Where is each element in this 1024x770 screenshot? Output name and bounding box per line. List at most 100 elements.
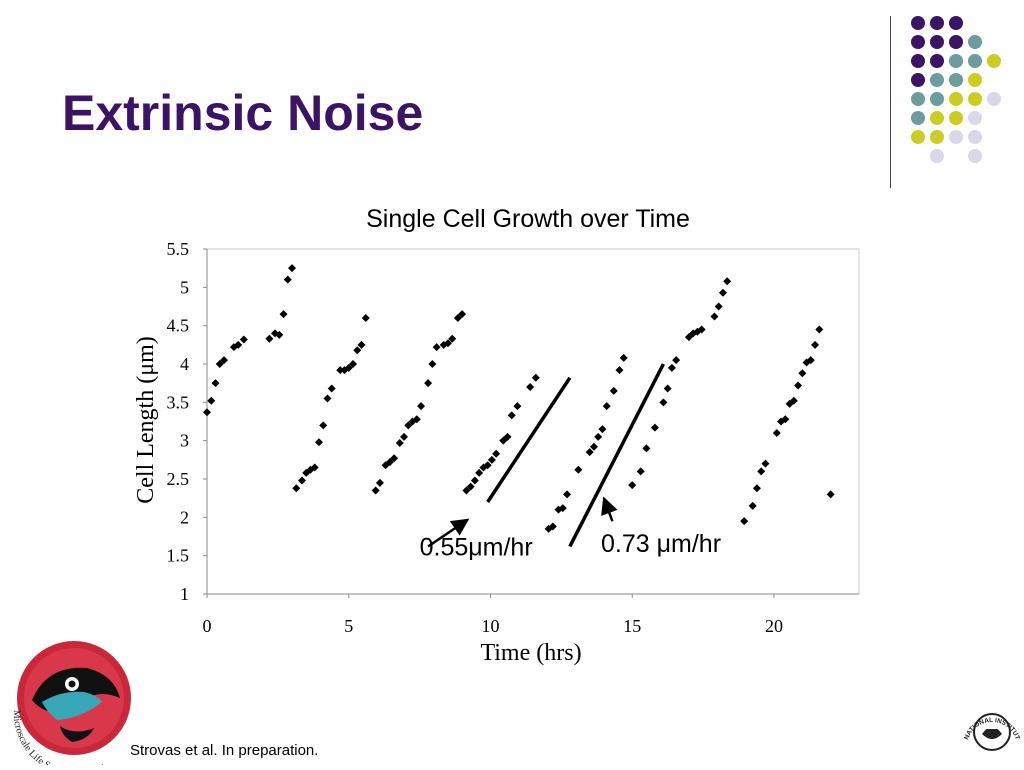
data-point <box>344 363 353 372</box>
divider-line <box>890 16 891 188</box>
data-point <box>207 396 216 405</box>
data-point <box>672 356 681 365</box>
data-point <box>642 444 651 453</box>
decorative-dot <box>949 35 963 49</box>
fit-line <box>486 376 572 503</box>
decorative-dot <box>911 73 925 87</box>
data-point <box>503 432 512 441</box>
data-point <box>395 438 404 447</box>
citation: Strovas et al. In preparation. <box>130 742 319 759</box>
decorative-dot <box>930 130 944 144</box>
data-point <box>327 384 336 393</box>
data-point <box>718 288 727 297</box>
data-point <box>757 467 766 476</box>
decorative-dot-grid <box>911 16 1001 163</box>
decorative-dot <box>987 54 1001 68</box>
annotation-label: 0.73 μm/hr <box>601 530 721 558</box>
data-point <box>663 384 672 393</box>
data-point <box>667 363 676 372</box>
data-point <box>740 517 749 526</box>
data-point <box>636 467 645 476</box>
data-point <box>602 402 611 411</box>
decorative-dot <box>968 54 982 68</box>
y-tick-label: 3.5 <box>167 392 190 412</box>
data-point <box>462 486 471 495</box>
data-point <box>323 394 332 403</box>
y-tick-label: 4 <box>180 354 189 374</box>
y-tick-label: 5 <box>180 277 189 297</box>
x-tick-label: 20 <box>765 616 783 636</box>
data-point <box>761 459 770 468</box>
y-tick-label: 5.5 <box>167 239 190 259</box>
y-tick-label: 2.5 <box>167 469 190 489</box>
data-point <box>492 449 501 458</box>
data-point <box>371 486 380 495</box>
data-point <box>466 482 475 491</box>
data-point <box>589 442 598 451</box>
data-point <box>375 478 384 487</box>
data-point <box>357 340 366 349</box>
data-point <box>548 522 557 531</box>
data-point <box>428 360 437 368</box>
data-point <box>432 343 441 352</box>
data-point <box>453 314 462 322</box>
decorative-dot <box>911 92 925 106</box>
decorative-dot <box>930 73 944 87</box>
data-point <box>659 398 668 407</box>
data-point <box>288 264 297 273</box>
data-point <box>412 415 421 424</box>
data-point <box>443 339 452 348</box>
y-tick-label: 1 <box>180 584 189 604</box>
data-point <box>203 408 211 417</box>
data-point <box>531 373 540 382</box>
data-point <box>558 504 567 513</box>
data-point <box>385 458 394 467</box>
data-point <box>650 423 659 432</box>
data-point <box>424 379 433 388</box>
data-point <box>806 356 815 365</box>
data-point <box>563 490 572 499</box>
data-point <box>585 448 594 457</box>
decorative-dot <box>911 54 925 68</box>
data-point <box>279 310 288 319</box>
data-point <box>615 366 624 375</box>
data-point <box>748 501 757 510</box>
data-point <box>336 366 345 375</box>
data-point <box>475 468 484 477</box>
x-tick-label: 5 <box>344 616 353 636</box>
decorative-dot <box>949 54 963 68</box>
annotation-arrow <box>427 518 470 548</box>
mlsc-logo: Microscale Life Sciences Center <box>2 640 142 770</box>
annotation-label: 0.55μm/hr <box>420 534 533 562</box>
data-point <box>215 360 224 368</box>
decorative-dot <box>949 130 963 144</box>
decorative-dot <box>968 35 982 49</box>
data-point <box>723 277 732 286</box>
data-point <box>499 436 508 445</box>
data-point <box>390 454 399 463</box>
scatter-chart: 1 1.5 2 2.5 3 3.5 4 4.5 5 5.5 0 5 10 15 20 Time (hrs) Ce… <box>133 239 860 666</box>
data-point <box>297 476 306 485</box>
decorative-dot <box>911 16 925 30</box>
y-tick-label: 4.5 <box>167 316 190 336</box>
data-point <box>619 353 628 362</box>
data-point <box>404 421 413 430</box>
data-point <box>448 334 457 343</box>
data-point <box>697 325 706 334</box>
x-tick-label: 0 <box>203 616 212 636</box>
data-point <box>470 476 479 485</box>
data-point <box>574 465 583 474</box>
slide-title: Extrinsic Noise <box>62 85 424 141</box>
data-point <box>400 432 409 441</box>
decorative-dot <box>911 111 925 125</box>
data-point <box>361 314 370 322</box>
decorative-dot <box>968 111 982 125</box>
data-point <box>234 340 243 349</box>
decorative-dot <box>930 92 944 106</box>
y-tick-label: 1.5 <box>167 546 190 566</box>
decorative-dot <box>930 16 944 30</box>
data-point <box>772 429 781 437</box>
data-point <box>598 425 607 434</box>
decorative-dot <box>911 130 925 144</box>
data-point <box>798 369 807 378</box>
